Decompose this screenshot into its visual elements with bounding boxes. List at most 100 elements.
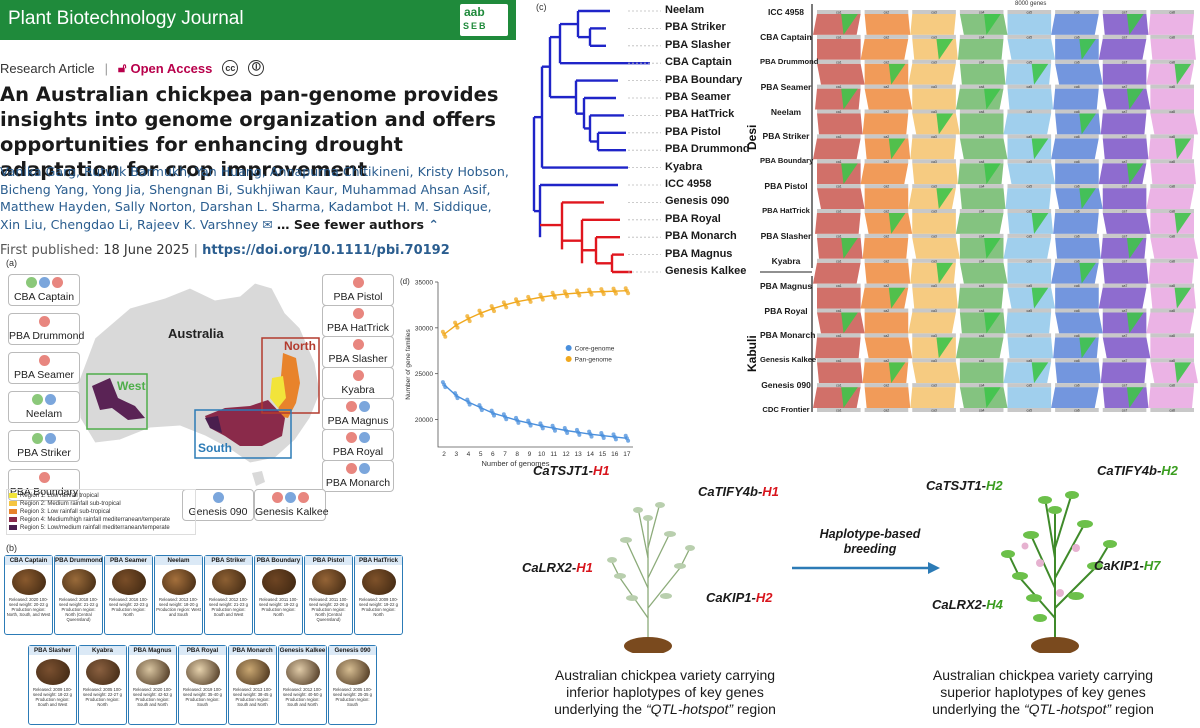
chromosome-bar (959, 209, 1004, 213)
open-access-badge[interactable]: 🔓︎ Open Access (118, 60, 212, 76)
synteny-plot: ca1 ca2 ca3 ca4 ca5 ca6 ca7 ca8 ca1 ca2 ca3 ca4 ca5 c… (760, 4, 1198, 413)
inversion-band (1126, 88, 1144, 110)
synteny-band (959, 138, 1008, 160)
chromosome-label: ca7 (1122, 35, 1128, 39)
chromosome-label: ca7 (1122, 259, 1128, 263)
seed-card-info: Released: 2013 100-seed weight: 18-20 g … (156, 597, 201, 617)
chromosome-label: ca6 (1074, 60, 1080, 64)
inversion-band (1174, 362, 1192, 384)
creative-commons-icon[interactable]: cc (222, 60, 239, 76)
chromosome-bar (1007, 134, 1052, 139)
synteny-band (1150, 88, 1194, 110)
green-marker-icon (32, 394, 43, 405)
haplotype-breeding-label: Haplotype-based breeding (819, 527, 921, 556)
synteny-band (1102, 213, 1151, 234)
chromosome-bar (1150, 358, 1194, 363)
chromosome-label: ca1 (836, 11, 842, 15)
inversion-band (1079, 188, 1096, 209)
data-point-core-genome (601, 436, 606, 441)
synteny-band (1146, 312, 1194, 334)
chromosome-label: ca7 (1122, 11, 1128, 15)
chromosome-label: ca7 (1122, 334, 1128, 338)
series-line-pan-genome (443, 290, 627, 335)
legend-label: Region 4: Medium/high rainfall mediterra… (20, 517, 171, 523)
data-point-core-genome (577, 432, 582, 437)
chromosome-label: ca4 (979, 409, 985, 413)
synteny-title: 8000 genes (1015, 1, 1047, 7)
legend-label: Region 2: Medium rainfall sub-tropical (20, 501, 121, 507)
data-point-core-genome (565, 431, 570, 435)
chromosome-bar (817, 84, 861, 89)
synteny-band (955, 337, 1004, 359)
red-marker-icon (346, 432, 357, 443)
data-point-pan-genome (479, 313, 484, 318)
chromosome-bar (1007, 383, 1052, 388)
authors-text[interactable]: Vanika Garg, Rutwik Barmukh, Yan Huang, … (0, 164, 509, 232)
chromosome-bar (912, 134, 956, 139)
chromosome-bar (817, 233, 861, 238)
data-point-core-genome (552, 428, 557, 433)
chromosome-label: ca7 (1122, 185, 1128, 189)
article-type: Research Article (0, 60, 95, 76)
inversion-band (1174, 287, 1192, 309)
chromosome-label: ca4 (979, 85, 985, 89)
see-fewer-authors-link[interactable]: … See fewer authors ⌃ (276, 216, 439, 232)
south-region (205, 400, 285, 446)
south-dark (205, 416, 222, 433)
chromosome-label: ca2 (884, 35, 890, 39)
desi-group-label: Desi (745, 124, 759, 150)
variety-name: PBA Striker (17, 447, 71, 459)
chromosome-bar (912, 84, 956, 89)
synteny-band (912, 237, 960, 259)
inversion-band (1031, 213, 1049, 234)
chromosome-label: ca2 (884, 160, 890, 164)
chromosome-label: ca2 (884, 185, 890, 189)
chromosome-label: ca1 (836, 359, 842, 363)
y-tick-label: 35000 (415, 280, 433, 287)
synteny-band (1148, 262, 1194, 284)
synteny-band (815, 337, 861, 359)
chromosome-bar (817, 109, 861, 114)
synteny-band (912, 113, 960, 135)
synteny-band (1007, 88, 1054, 110)
legend-label-pan-genome: Pan-genome (575, 357, 613, 364)
x-tick-label: 9 (528, 451, 532, 458)
chromosome-bar (1150, 209, 1194, 213)
chromosome-bar (1055, 10, 1099, 14)
chromosome-label: ca6 (1074, 11, 1080, 15)
synteny-band (912, 88, 956, 110)
synteny-band (959, 113, 1004, 135)
data-point-pan-genome (528, 299, 533, 304)
attribution-icon[interactable]: 🛈︎ (248, 60, 265, 76)
variety-box-pba-hattrick: PBA HatTrick (322, 305, 394, 337)
region-south: South (198, 441, 232, 455)
blue-marker-icon (359, 432, 370, 443)
inversion-band (1174, 138, 1192, 160)
synteny-band (1150, 237, 1198, 259)
chromosome-label: ca4 (979, 135, 985, 139)
chromosome-label: ca8 (1169, 234, 1175, 238)
region-north: North (284, 339, 316, 353)
seed-card-info: Released: 2013 100-seed weight: 38-45 g … (233, 687, 272, 707)
synteny-band (959, 312, 1006, 334)
chromosome-bar (864, 283, 909, 288)
synteny-band (1102, 188, 1147, 209)
synteny-band (864, 14, 911, 35)
chromosome-bar (1150, 333, 1194, 338)
chromosome-bar (1102, 333, 1147, 338)
seed-card-info: Released: 2012 100-seed weight: 40-50 g … (283, 687, 322, 707)
synteny-genome-pba-hattrick: PBA HatTrick (762, 206, 810, 215)
synteny-genome-pba-monarch: PBA Monarch (760, 330, 816, 341)
chromosome-label: ca7 (1122, 409, 1128, 413)
gene-label-cakip1-h2: CaKIP1-H2 (706, 590, 773, 605)
doi-link[interactable]: https://doi.org/10.1111/pbi.70192 (202, 243, 450, 258)
inferior-plant-leaves (607, 502, 695, 601)
synteny-band (959, 387, 1008, 408)
chromosome-bar (817, 283, 861, 288)
seed-card-pba-pistol: PBA Pistol Released: 2011 100-seed weight… (304, 555, 353, 635)
envelope-icon[interactable]: ✉ (262, 216, 273, 232)
chromosome-label: ca1 (836, 210, 842, 214)
inversion-band (936, 262, 954, 284)
chromosome-bar (1007, 233, 1052, 238)
journal-name[interactable]: Plant Biotechnology Journal (8, 8, 244, 29)
